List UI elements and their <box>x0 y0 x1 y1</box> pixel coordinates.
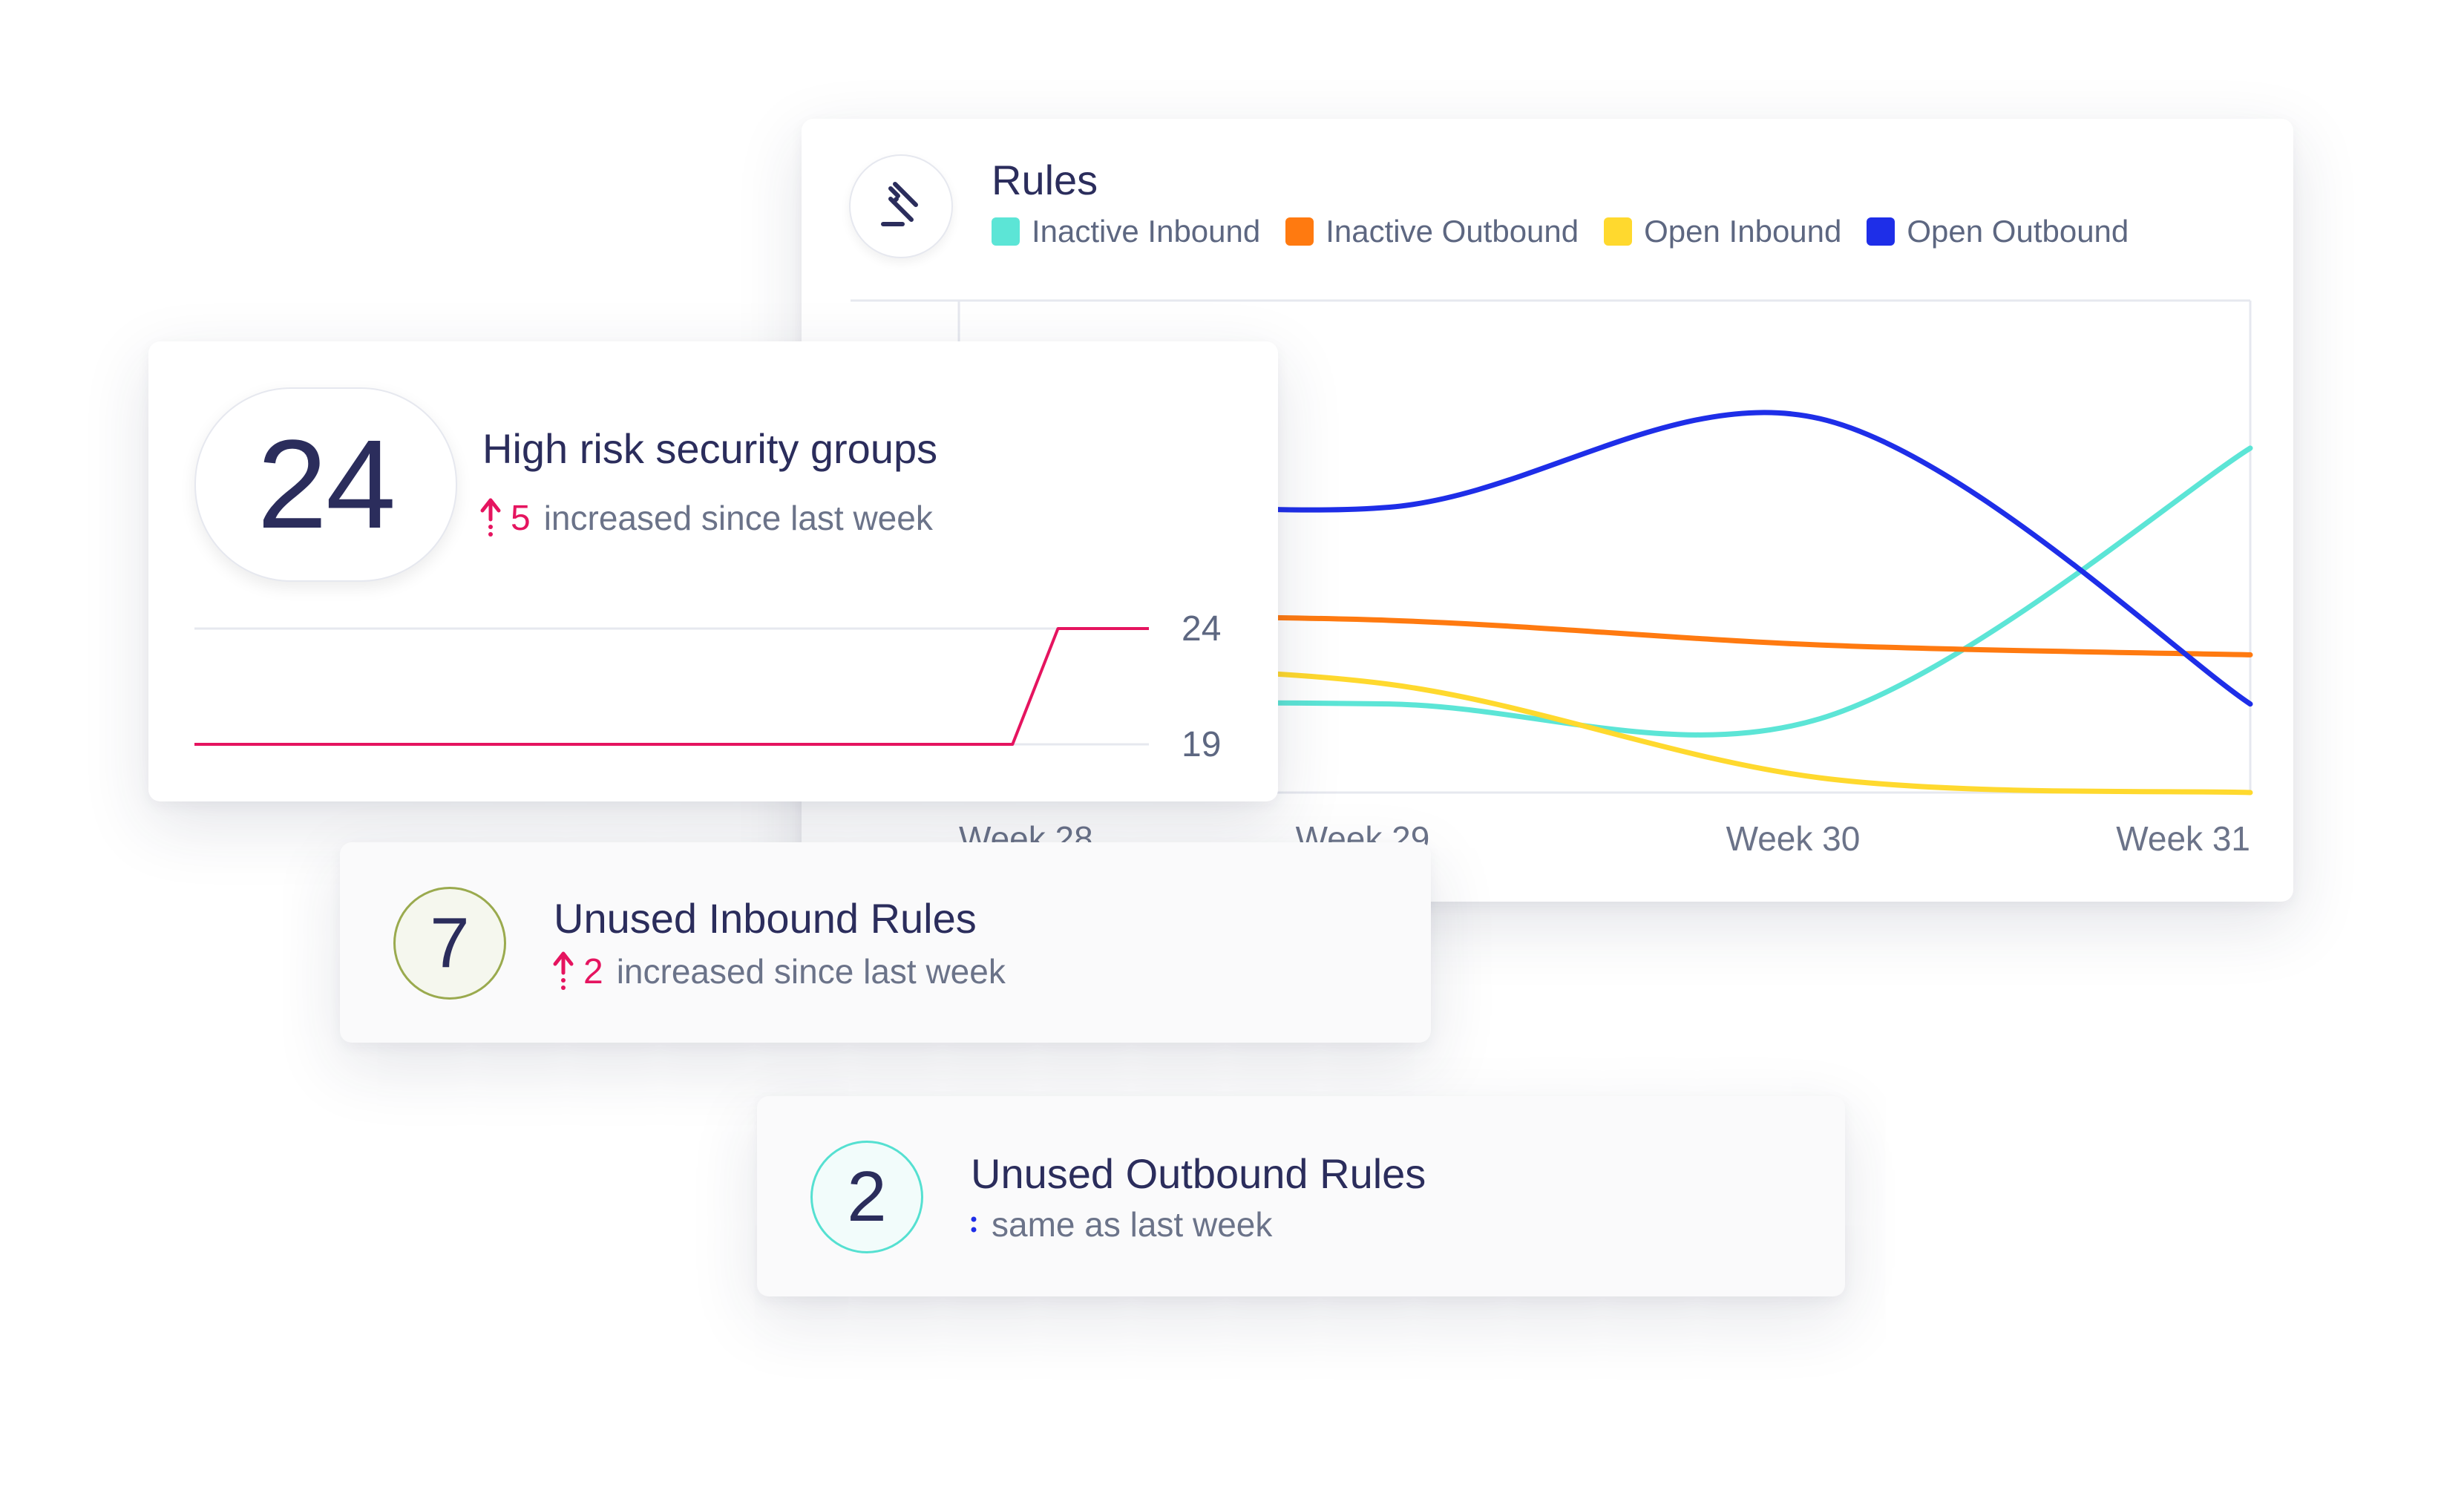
x-tick-label: Week 30 <box>1726 819 1861 858</box>
rules-title: Rules <box>992 157 1098 203</box>
high-risk-card[interactable]: 24 19 24 High risk security groups 5 incr… <box>148 341 1278 801</box>
risk-change-number: 5 <box>511 498 531 538</box>
gavel-icon <box>849 154 953 258</box>
inbound-change-number: 2 <box>583 951 603 991</box>
outbound-count-badge: 2 <box>810 1141 923 1253</box>
outbound-change-text: same as last week <box>992 1205 1273 1244</box>
legend-item-inactive-outbound[interactable]: Inactive Outbound <box>1285 214 1579 249</box>
arrow-up-icon <box>553 951 574 990</box>
y-tick-label: 24 <box>1182 609 1221 649</box>
legend-swatch <box>1604 217 1633 246</box>
y-tick-label: 19 <box>1182 725 1221 764</box>
legend-item-open-outbound[interactable]: Open Outbound <box>1867 214 2129 249</box>
risk-count-badge: 24 <box>194 387 457 582</box>
x-tick-label: Week 31 <box>2116 819 2250 858</box>
inbound-change: 2 increased since last week <box>552 951 1006 992</box>
legend-label: Inactive Inbound <box>1032 214 1261 249</box>
legend-label: Open Inbound <box>1644 214 1842 249</box>
legend-label: Open Outbound <box>1907 214 2129 249</box>
risk-change-text: increased since last week <box>543 499 933 537</box>
legend-swatch <box>992 217 1020 246</box>
risk-count: 24 <box>257 414 396 555</box>
outbound-title: Unused Outbound Rules <box>971 1150 1426 1197</box>
legend-item-inactive-inbound[interactable]: Inactive Inbound <box>992 214 1260 249</box>
legend-swatch <box>1867 217 1895 246</box>
legend-swatch <box>1285 217 1314 246</box>
colon-icon <box>971 1216 977 1233</box>
unused-outbound-card[interactable]: 2 Unused Outbound Rules same as last wee… <box>757 1096 1845 1296</box>
arrow-up-icon <box>480 498 501 537</box>
risk-sparkline-chart: 24 19 <box>194 609 1221 764</box>
inbound-change-text: increased since last week <box>616 952 1006 991</box>
risk-title: High risk security groups <box>482 425 938 472</box>
outbound-count: 2 <box>847 1157 887 1236</box>
inbound-count: 7 <box>430 903 470 983</box>
unused-inbound-card[interactable]: 7 Unused Inbound Rules 2 increased since… <box>340 842 1431 1043</box>
risk-change: 5 increased since last week <box>479 497 933 539</box>
legend-label: Inactive Outbound <box>1326 214 1579 249</box>
inbound-count-badge: 7 <box>393 887 506 1000</box>
legend-item-open-inbound[interactable]: Open Inbound <box>1604 214 1841 249</box>
chart-legend: Inactive Inbound Inactive Outbound Open … <box>992 214 2154 249</box>
inbound-title: Unused Inbound Rules <box>554 895 977 942</box>
outbound-change: same as last week <box>968 1204 1272 1244</box>
risk-line <box>194 627 1149 746</box>
